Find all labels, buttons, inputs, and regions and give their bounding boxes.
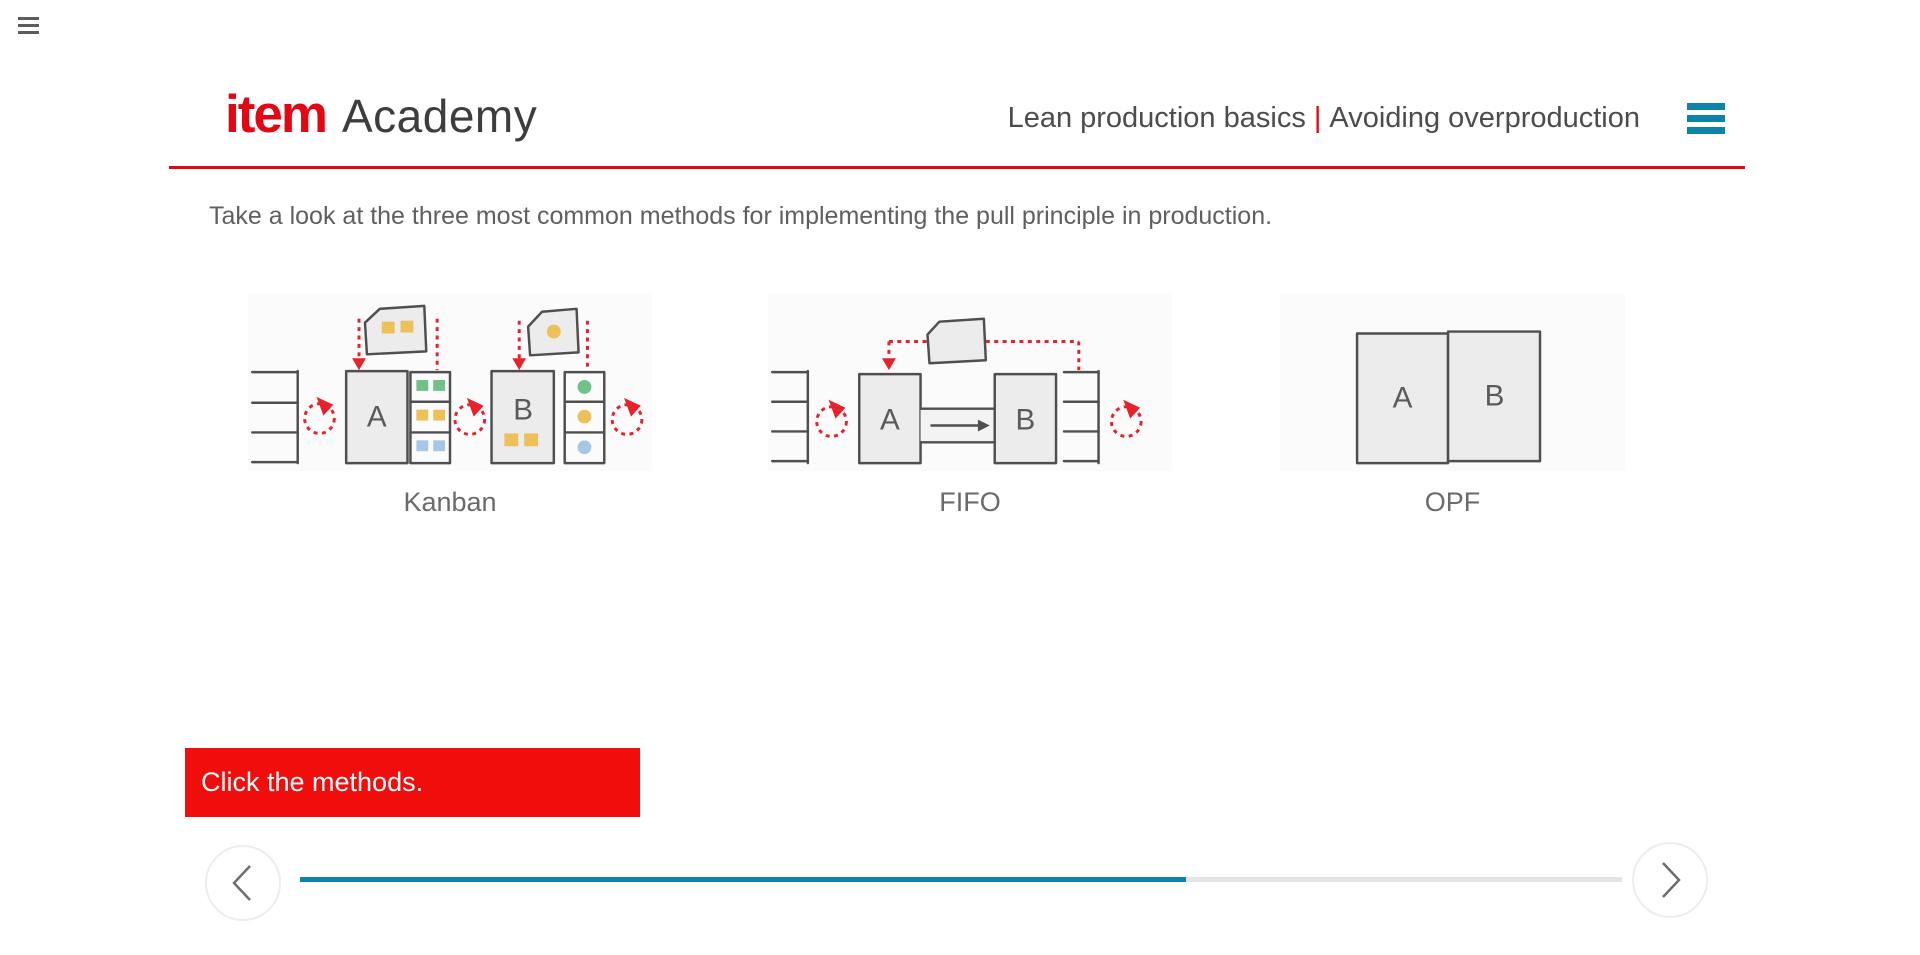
prev-button[interactable] bbox=[205, 845, 281, 921]
method-kanban-figure[interactable]: A B bbox=[248, 293, 652, 471]
hamburger-icon bbox=[18, 17, 39, 20]
header-divider bbox=[169, 166, 1745, 169]
prompt-banner: Click the methods. bbox=[185, 748, 640, 817]
incoming-rack-icon bbox=[770, 369, 810, 465]
outgoing-rack-icon bbox=[1062, 369, 1100, 465]
incoming-rack-icon bbox=[250, 369, 299, 465]
process-a-box bbox=[858, 372, 922, 465]
course-title: Lean production basics bbox=[1007, 102, 1306, 134]
method-opf-label[interactable]: OPF bbox=[1424, 487, 1481, 517]
brand-suffix: Academy bbox=[341, 90, 538, 142]
menu-button[interactable] bbox=[1687, 103, 1725, 139]
station-a-label: A bbox=[1393, 382, 1413, 415]
next-button[interactable] bbox=[1632, 842, 1708, 918]
process-b-box bbox=[490, 369, 556, 465]
station-b-label: B bbox=[513, 394, 533, 427]
opf-diagram: A B bbox=[1355, 330, 1542, 465]
breadcrumb-separator: | bbox=[1313, 102, 1322, 134]
process-b-box bbox=[993, 372, 1058, 465]
method-fifo-figure[interactable]: A B bbox=[768, 293, 1172, 471]
replenish-cycle-icon bbox=[453, 396, 487, 436]
supermarket-rack-b-icon bbox=[563, 370, 606, 465]
replenish-cycle-icon bbox=[815, 398, 848, 438]
brand-name: item bbox=[225, 85, 328, 144]
chevron-right-icon bbox=[1662, 862, 1681, 898]
supermarket-rack-a-icon bbox=[409, 370, 452, 465]
method-opf-figure[interactable]: A B bbox=[1280, 293, 1625, 471]
process-a-box bbox=[344, 369, 409, 465]
progress-fill bbox=[300, 877, 1186, 882]
instruction-text: Take a look at the three most common met… bbox=[209, 202, 1273, 230]
station-b-label: B bbox=[1015, 403, 1035, 436]
prompt-text: Click the methods. bbox=[201, 767, 424, 797]
lesson-title: Avoiding overproduction bbox=[1329, 102, 1640, 134]
fifo-diagram: A B bbox=[770, 317, 1143, 465]
replenish-cycle-icon bbox=[1109, 398, 1143, 438]
kanban-diagram: A B bbox=[250, 304, 644, 465]
method-kanban-label[interactable]: Kanban bbox=[403, 487, 497, 517]
station-a-label: A bbox=[880, 403, 900, 436]
fifo-lane-icon bbox=[919, 407, 996, 444]
station-a-label: A bbox=[367, 401, 387, 434]
window-menu-button[interactable] bbox=[18, 17, 39, 38]
hamburger-icon bbox=[1687, 103, 1725, 110]
order-card-icon bbox=[926, 317, 988, 365]
progress-bar[interactable] bbox=[300, 877, 1622, 882]
process-b-box bbox=[1446, 330, 1542, 463]
station-b-label: B bbox=[1485, 380, 1505, 413]
process-a-box bbox=[1355, 332, 1450, 465]
brand-logo: item Academy bbox=[225, 88, 537, 141]
breadcrumb: Lean production basics | Avoiding overprod… bbox=[1008, 102, 1640, 135]
kanban-card-a-icon bbox=[363, 304, 428, 356]
replenish-cycle-icon bbox=[610, 396, 644, 436]
replenish-cycle-icon bbox=[303, 395, 336, 435]
method-fifo-label[interactable]: FIFO bbox=[939, 487, 1001, 517]
chevron-left-icon bbox=[232, 865, 251, 901]
